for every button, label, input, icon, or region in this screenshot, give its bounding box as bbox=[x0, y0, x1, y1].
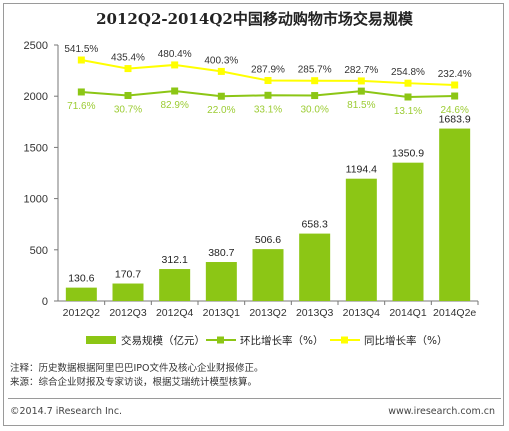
yoy-growth-point bbox=[77, 56, 85, 64]
y-tick-label: 1500 bbox=[24, 142, 48, 154]
bar-value-label: 658.3 bbox=[302, 219, 328, 231]
yoy-growth-point bbox=[357, 77, 365, 85]
qoq-growth-point bbox=[171, 87, 179, 95]
chart-title: 2012Q2-2014Q2中国移动购物市场交易规模 bbox=[96, 10, 413, 28]
yoy-growth-point bbox=[451, 81, 459, 89]
qoq-growth-label: 30.0% bbox=[300, 105, 328, 116]
yoy-growth-label: 287.9% bbox=[251, 65, 285, 76]
yoy-growth-point bbox=[124, 65, 132, 73]
yoy-growth-label: 435.4% bbox=[111, 53, 145, 64]
bar bbox=[159, 269, 191, 301]
qoq-growth-point bbox=[451, 92, 459, 100]
bar bbox=[345, 178, 377, 301]
yoy-growth-label: 400.3% bbox=[204, 55, 238, 66]
y-tick-label: 0 bbox=[42, 296, 48, 308]
legend-label-yoy: 同比增长率（%） bbox=[364, 334, 447, 347]
bar bbox=[252, 249, 284, 301]
bar-value-label: 1350.9 bbox=[392, 148, 424, 160]
source-text: 来源：综合企业财报及专家访谈，根据艾瑞统计模型核算。 bbox=[10, 377, 258, 388]
y-tick-label: 2500 bbox=[24, 40, 48, 52]
qoq-growth-point bbox=[77, 88, 85, 96]
qoq-growth-label: 81.5% bbox=[347, 100, 375, 111]
qoq-growth-label: 33.1% bbox=[254, 104, 282, 115]
qoq-growth-label: 30.7% bbox=[114, 104, 142, 115]
qoq-growth-point bbox=[264, 91, 272, 99]
yoy-growth-point bbox=[404, 79, 412, 87]
yoy-growth-label: 541.5% bbox=[64, 44, 98, 55]
qoq-growth-label: 82.9% bbox=[160, 100, 188, 111]
legend-label-qoq: 环比增长率（%） bbox=[240, 334, 323, 347]
legend-marker-yoy bbox=[341, 336, 348, 344]
yoy-growth-point bbox=[264, 77, 272, 85]
bar-value-label: 506.6 bbox=[255, 234, 281, 246]
legend-swatch-volume bbox=[86, 336, 116, 344]
x-tick-label: 2012Q2 bbox=[63, 307, 101, 319]
website: www.iresearch.com.cn bbox=[388, 406, 495, 417]
x-tick-label: 2013Q4 bbox=[343, 307, 381, 319]
yoy-growth-label: 480.4% bbox=[158, 49, 192, 60]
y-tick-label: 1000 bbox=[24, 194, 48, 206]
bar-value-label: 312.1 bbox=[162, 254, 188, 266]
copyright: ©2014.7 iResearch Inc. bbox=[10, 406, 123, 417]
qoq-growth-label: 24.6% bbox=[440, 105, 468, 116]
yoy-growth-label: 285.7% bbox=[298, 65, 332, 76]
notes: 注释：历史数据根据阿里巴巴IPO文件及核心企业财报修正。 来源：综合企业财报及专… bbox=[10, 362, 264, 390]
yoy-growth-point bbox=[171, 61, 179, 69]
qoq-growth-label: 71.6% bbox=[67, 101, 95, 112]
x-tick-label: 2012Q3 bbox=[109, 307, 147, 319]
x-tick-label: 2012Q4 bbox=[156, 307, 194, 319]
chart-svg: 0 500 1000 1500 2000 2500 130.6 170.7 312.1 380.7… bbox=[24, 40, 479, 347]
qoq-growth-point bbox=[124, 91, 132, 99]
bar bbox=[112, 283, 144, 301]
qoq-growth-label: 13.1% bbox=[394, 106, 422, 117]
yoy-growth-label: 254.8% bbox=[391, 67, 425, 78]
yoy-growth-point bbox=[311, 77, 319, 85]
x-tick-label: 2013Q1 bbox=[203, 307, 241, 319]
qoq-growth-point bbox=[311, 92, 319, 100]
x-tick-label: 2013Q2 bbox=[249, 307, 287, 319]
bar bbox=[439, 128, 471, 301]
qoq-growth-point bbox=[357, 87, 365, 95]
footer-divider bbox=[8, 398, 501, 399]
bar-value-label: 130.6 bbox=[68, 273, 94, 285]
x-tick-label: 2014Q2e bbox=[433, 307, 476, 319]
legend-label-volume: 交易规模（亿元） bbox=[121, 334, 205, 347]
qoq-growth-label: 22.0% bbox=[207, 105, 235, 116]
yoy-growth-point bbox=[217, 67, 225, 75]
qoq-growth-point bbox=[404, 93, 412, 101]
x-tick-label: 2013Q3 bbox=[296, 307, 334, 319]
qoq-growth-point bbox=[217, 92, 225, 100]
yoy-growth-label: 232.4% bbox=[438, 69, 472, 80]
y-tick-label: 500 bbox=[30, 245, 48, 257]
x-tick-label: 2014Q1 bbox=[389, 307, 427, 319]
note-text: 注释：历史数据根据阿里巴巴IPO文件及核心企业财报修正。 bbox=[10, 363, 264, 374]
bar-value-label: 1683.9 bbox=[439, 114, 471, 126]
bar-value-label: 170.7 bbox=[115, 269, 141, 281]
y-tick-label: 2000 bbox=[24, 91, 48, 103]
bar bbox=[299, 233, 331, 301]
yoy-growth-label: 282.7% bbox=[344, 65, 378, 76]
bar bbox=[392, 162, 424, 301]
bar-value-label: 1194.4 bbox=[346, 164, 377, 176]
bar-value-label: 380.7 bbox=[208, 247, 234, 259]
bar bbox=[205, 262, 237, 301]
legend-marker-qoq bbox=[217, 336, 224, 344]
bar bbox=[65, 287, 97, 301]
